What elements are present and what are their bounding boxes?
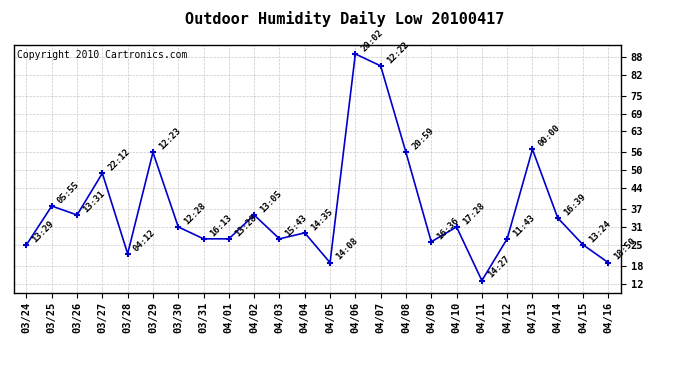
- Text: 13:24: 13:24: [587, 219, 613, 244]
- Text: 13:29: 13:29: [30, 219, 56, 244]
- Text: 00:00: 00:00: [537, 123, 562, 148]
- Text: 20:02: 20:02: [359, 28, 385, 53]
- Text: 16:39: 16:39: [562, 192, 587, 217]
- Text: 13:31: 13:31: [81, 189, 106, 214]
- Text: 14:35: 14:35: [309, 207, 334, 232]
- Text: 15:43: 15:43: [284, 213, 309, 238]
- Text: 14:08: 14:08: [334, 237, 359, 262]
- Text: Copyright 2010 Cartronics.com: Copyright 2010 Cartronics.com: [17, 50, 187, 60]
- Text: 05:55: 05:55: [56, 180, 81, 205]
- Text: 18:50: 18:50: [613, 237, 638, 262]
- Text: 14:27: 14:27: [486, 254, 511, 280]
- Text: 20:59: 20:59: [410, 126, 435, 152]
- Text: 12:23: 12:23: [157, 126, 182, 152]
- Text: 13:05: 13:05: [258, 189, 284, 214]
- Text: 12:22: 12:22: [385, 40, 410, 65]
- Text: 16:36: 16:36: [435, 216, 461, 241]
- Text: Outdoor Humidity Daily Low 20100417: Outdoor Humidity Daily Low 20100417: [186, 11, 504, 27]
- Text: 13:28: 13:28: [233, 213, 258, 238]
- Text: 22:12: 22:12: [106, 147, 132, 172]
- Text: 17:28: 17:28: [461, 201, 486, 226]
- Text: 12:28: 12:28: [182, 201, 208, 226]
- Text: 11:43: 11:43: [511, 213, 537, 238]
- Text: 04:12: 04:12: [132, 228, 157, 253]
- Text: 16:13: 16:13: [208, 213, 233, 238]
